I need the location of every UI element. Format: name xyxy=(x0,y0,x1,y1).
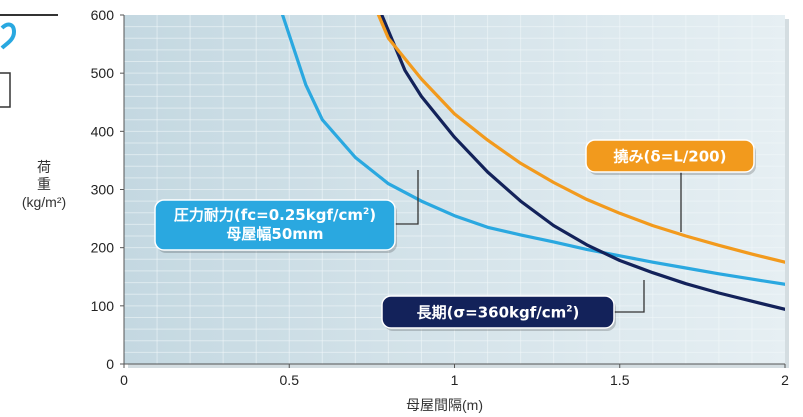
y-tick-label: 200 xyxy=(91,240,115,256)
x-tick-label: 0.5 xyxy=(280,372,300,388)
y-tick-label: 400 xyxy=(91,123,115,139)
x-tick-label: 0 xyxy=(120,372,128,388)
y-tick-label: 100 xyxy=(91,298,115,314)
series-label-long_term: 長期(σ=360kgf/cm2) xyxy=(381,280,645,331)
series-label-deflection: 撓み(δ=L/200) xyxy=(585,139,756,232)
y-tick-label: 0 xyxy=(106,356,114,372)
label-segment: 圧力耐力(fc=0.25kgf/cm xyxy=(174,206,363,224)
label-segment: ) xyxy=(573,304,580,322)
label-superscript: 2 xyxy=(363,207,369,217)
y-tick-label: 600 xyxy=(91,7,115,23)
label-text-line: 圧力耐力(fc=0.25kgf/cm2) xyxy=(174,206,376,224)
label-segment: 撓み(δ=L/200) xyxy=(614,148,727,166)
label-box xyxy=(154,199,396,251)
label-segment: 母屋幅50mm xyxy=(226,225,323,243)
series-line-long_term xyxy=(380,15,785,311)
series-label-compression: 圧力耐力(fc=0.25kgf/cm2)母屋幅50mm xyxy=(154,170,419,253)
label-box xyxy=(381,295,615,329)
label-leader-line xyxy=(614,280,645,313)
x-tick-label: 2 xyxy=(781,372,789,388)
label-segment: 長期(σ=360kgf/cm xyxy=(417,304,567,322)
y-axis-title-line: (kg/m²) xyxy=(22,194,66,210)
y-axis-title-line: 荷 xyxy=(37,159,51,175)
x-tick-label: 1 xyxy=(451,372,459,388)
label-text-line: 母屋幅50mm xyxy=(226,225,323,243)
series-lines xyxy=(281,15,785,311)
x-tick-label: 1.5 xyxy=(610,372,630,388)
y-tick-label: 500 xyxy=(91,65,115,81)
left-edge-decoration xyxy=(0,0,70,110)
y-tick-label: 300 xyxy=(91,182,115,198)
label-text-line: 撓み(δ=L/200) xyxy=(614,148,727,166)
label-superscript: 2 xyxy=(566,305,572,315)
series-line-compression xyxy=(281,15,785,286)
label-leader-line xyxy=(395,170,419,225)
y-axis-title-line: 重 xyxy=(37,176,51,192)
label-segment: ) xyxy=(369,206,376,224)
partial-logo-icon xyxy=(0,14,58,108)
x-axis-title: 母屋間隔(m) xyxy=(406,397,483,413)
series-line-deflection xyxy=(376,15,785,264)
label-box xyxy=(585,139,755,173)
label-text-line: 長期(σ=360kgf/cm2) xyxy=(417,304,580,322)
